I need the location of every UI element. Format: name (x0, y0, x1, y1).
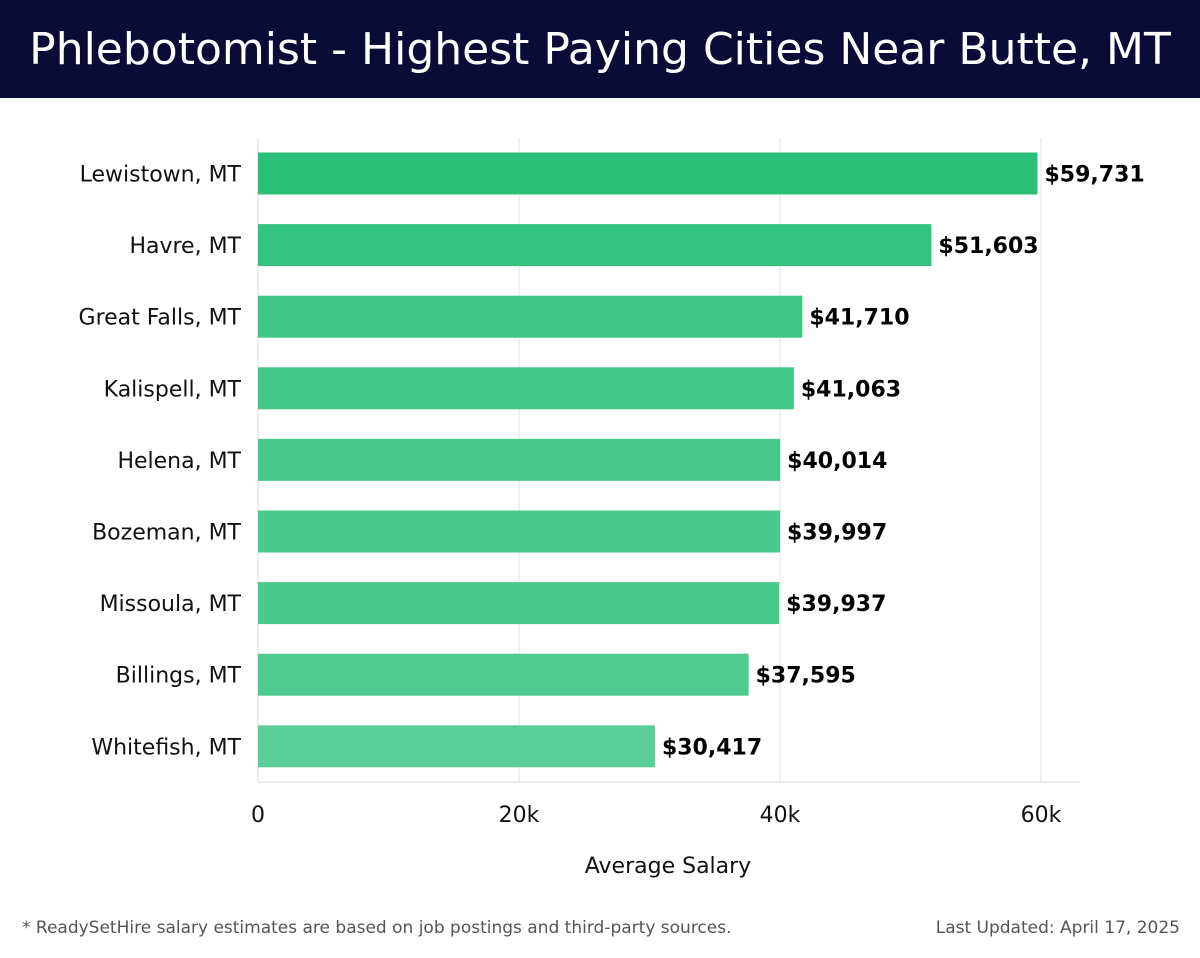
bar-5 (258, 510, 780, 553)
category-label: Bozeman, MT (92, 521, 241, 546)
category-label: Billings, MT (116, 664, 242, 689)
value-label: $39,937 (786, 592, 886, 617)
category-label: Great Falls, MT (79, 306, 242, 331)
chart-title: Phlebotomist - Highest Paying Cities Nea… (29, 23, 1171, 75)
x-tick-label: 0 (251, 803, 265, 828)
bar-8 (258, 725, 655, 768)
x-axis-label: Average Salary (585, 854, 751, 879)
bar-7 (258, 653, 749, 696)
x-axis-ticks: 0 20k 40k 60k (251, 803, 1062, 828)
value-label: $37,595 (756, 664, 856, 689)
category-label: Missoula, MT (100, 592, 242, 617)
value-label: $39,997 (787, 521, 887, 546)
category-label: Whitefish, MT (91, 735, 241, 760)
chart-bars (258, 152, 1038, 768)
value-label: $51,603 (938, 234, 1038, 259)
value-label: $30,417 (662, 735, 762, 760)
chart-header: Phlebotomist - Highest Paying Cities Nea… (0, 0, 1200, 98)
last-updated: Last Updated: April 17, 2025 (935, 918, 1180, 938)
x-tick-label: 60k (1021, 803, 1062, 828)
category-label: Havre, MT (129, 234, 241, 259)
bar-chart: Lewistown, MT Havre, MT Great Falls, MT Kal… (79, 138, 1145, 879)
bar-6 (258, 582, 780, 625)
category-label: Helena, MT (117, 449, 241, 474)
x-tick-label: 40k (760, 803, 801, 828)
bar-2 (258, 295, 803, 338)
bar-4 (258, 438, 781, 481)
bar-1 (258, 224, 932, 267)
value-labels: $59,731 $51,603 $41,710 $41,063 $40,014 $39,9… (662, 163, 1145, 761)
category-label: Kalispell, MT (104, 377, 242, 402)
bar-0 (258, 152, 1038, 195)
x-tick-label: 20k (499, 803, 540, 828)
value-label: $59,731 (1044, 163, 1144, 188)
bar-3 (258, 367, 794, 410)
value-label: $41,710 (809, 306, 909, 331)
value-label: $41,063 (801, 377, 901, 402)
value-label: $40,014 (787, 449, 887, 474)
category-labels: Lewistown, MT Havre, MT Great Falls, MT Kal… (79, 163, 242, 761)
category-label: Lewistown, MT (80, 163, 242, 188)
footnote: * ReadySetHire salary estimates are base… (22, 918, 732, 938)
